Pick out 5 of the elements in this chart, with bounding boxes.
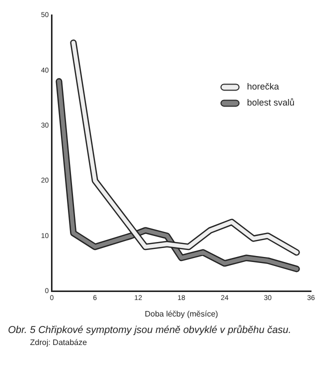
legend-label: horečka xyxy=(247,82,280,92)
text: Zdroj: Databáze xyxy=(30,338,88,347)
legend-label: bolest svalů xyxy=(247,98,295,108)
x-axis-title: Doba léčby (měsíce) xyxy=(144,309,218,318)
text: Obr. 5 Chřipkové symptomy jsou méně obvyklé v průběhu času. xyxy=(8,325,292,336)
